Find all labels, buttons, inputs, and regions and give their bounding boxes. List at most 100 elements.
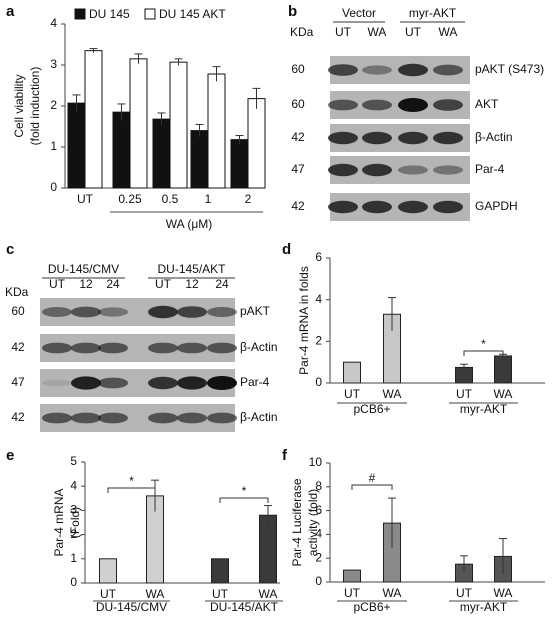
blot-label: Par-4 bbox=[240, 375, 270, 389]
band bbox=[42, 307, 72, 317]
x-tick-label: 0.25 bbox=[118, 192, 142, 206]
blot-label: AKT bbox=[475, 97, 499, 111]
x-tick-label: WA bbox=[383, 586, 402, 600]
x-axis-label: WA (μM) bbox=[166, 217, 212, 231]
bar bbox=[343, 569, 361, 583]
y-tick-label: 1 bbox=[70, 551, 77, 565]
blot-group: DU-145/AKT bbox=[157, 262, 226, 276]
x-tick-label: WA bbox=[494, 387, 513, 401]
band bbox=[328, 200, 358, 214]
band bbox=[148, 376, 178, 390]
bar bbox=[99, 558, 117, 584]
legend-label: DU 145 AKT bbox=[159, 7, 226, 21]
y-tick-label: 3 bbox=[70, 503, 77, 517]
group-label: myr-AKT bbox=[460, 600, 508, 614]
annotation: # bbox=[369, 471, 376, 485]
kda-label: 42 bbox=[11, 340, 25, 354]
x-tick-label: 1 bbox=[205, 192, 212, 206]
y-axis-label: Cell viability bbox=[12, 74, 26, 137]
annotation: * bbox=[242, 484, 247, 498]
x-tick-label: WA bbox=[259, 587, 278, 601]
annotation: * bbox=[129, 474, 134, 488]
band bbox=[71, 376, 101, 390]
lane-label: 12 bbox=[185, 277, 199, 291]
blot-label: β-Actin bbox=[240, 340, 278, 354]
band bbox=[398, 63, 428, 77]
band bbox=[433, 200, 463, 214]
kda-unit: KDa bbox=[5, 285, 29, 299]
x-tick-label: UT bbox=[456, 387, 473, 401]
panel-label: e bbox=[6, 447, 14, 464]
bar bbox=[152, 118, 171, 189]
bracket bbox=[107, 487, 156, 493]
band bbox=[362, 200, 392, 214]
band bbox=[177, 306, 207, 318]
y-tick-label: 0 bbox=[50, 180, 57, 194]
bar bbox=[112, 111, 131, 189]
kda-label: 42 bbox=[291, 199, 305, 213]
band bbox=[71, 412, 101, 424]
blot-group: DU-145/CMV bbox=[48, 262, 119, 276]
kda-label: 60 bbox=[291, 97, 305, 111]
band bbox=[148, 342, 178, 354]
band bbox=[98, 377, 128, 389]
band bbox=[328, 64, 358, 76]
band bbox=[177, 376, 207, 390]
y-tick-label: 8 bbox=[315, 479, 322, 493]
lane-label: 24 bbox=[215, 277, 229, 291]
y-tick-label: 5 bbox=[70, 454, 77, 468]
band bbox=[42, 412, 72, 424]
kda-label: 42 bbox=[11, 410, 25, 424]
x-tick-label: WA bbox=[494, 586, 513, 600]
band bbox=[42, 379, 72, 387]
panel-label: a bbox=[6, 3, 15, 20]
blot-label: pAKT (S473) bbox=[475, 62, 544, 76]
band bbox=[433, 131, 463, 145]
bracket bbox=[463, 350, 504, 356]
kda-label: 47 bbox=[291, 162, 305, 176]
bar bbox=[343, 361, 361, 384]
bracket bbox=[219, 497, 269, 503]
band bbox=[71, 342, 101, 354]
lane-label: UT bbox=[335, 25, 352, 39]
bar bbox=[67, 102, 86, 189]
y-tick-label: 4 bbox=[315, 292, 322, 306]
x-tick-label: 0.5 bbox=[162, 192, 179, 206]
group-label: DU-145/CMV bbox=[96, 600, 167, 614]
band bbox=[362, 163, 392, 177]
kda-label: 60 bbox=[11, 304, 25, 318]
bar bbox=[190, 130, 209, 189]
y-axis-label: Par-4 mRNA bbox=[52, 488, 66, 556]
band bbox=[98, 412, 128, 424]
x-tick-label: UT bbox=[212, 587, 229, 601]
bar bbox=[230, 139, 249, 189]
bar bbox=[207, 73, 226, 189]
band bbox=[398, 98, 428, 112]
band bbox=[98, 342, 128, 354]
legend-swatch bbox=[144, 8, 156, 20]
lane-label: 12 bbox=[79, 277, 93, 291]
band bbox=[207, 342, 237, 354]
bar bbox=[84, 50, 103, 189]
y-axis-label: (fold induction) bbox=[28, 67, 42, 146]
kda-label: 42 bbox=[291, 130, 305, 144]
y-tick-label: 6 bbox=[315, 503, 322, 517]
x-tick-label: UT bbox=[344, 586, 361, 600]
group-label: DU-145/AKT bbox=[210, 600, 279, 614]
lane-label: WA bbox=[368, 25, 387, 39]
y-tick-label: 0 bbox=[70, 575, 77, 589]
kda-unit: KDa bbox=[290, 25, 314, 39]
group-label: myr-AKT bbox=[460, 402, 508, 416]
lane-label: UT bbox=[405, 25, 422, 39]
group-label: pCB6+ bbox=[353, 600, 390, 614]
x-tick-label: WA bbox=[383, 387, 402, 401]
band bbox=[362, 65, 392, 75]
band bbox=[433, 64, 463, 76]
y-tick-label: 6 bbox=[315, 250, 322, 264]
band bbox=[207, 307, 237, 317]
y-axis-label: (Fold) bbox=[68, 507, 82, 538]
blot-label: GAPDH bbox=[475, 199, 518, 213]
y-tick-label: 0 bbox=[315, 375, 322, 389]
band bbox=[98, 307, 128, 317]
